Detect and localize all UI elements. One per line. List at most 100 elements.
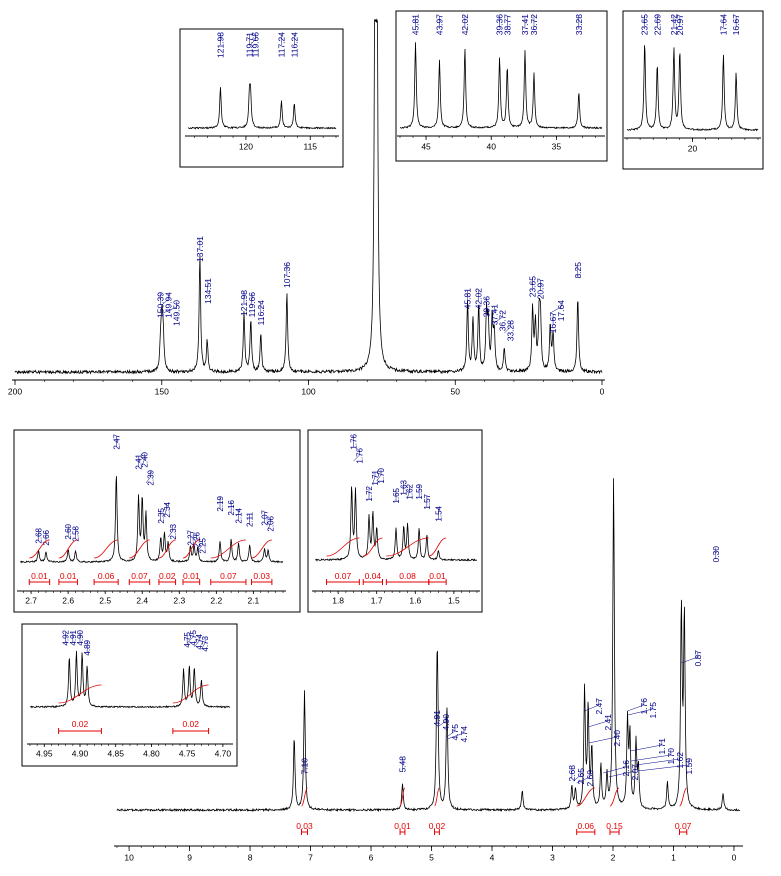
peak-label-leader bbox=[194, 636, 200, 648]
tick-label: 35 bbox=[552, 142, 562, 152]
peak-label: 2.68 bbox=[35, 527, 44, 543]
peak-label-leader bbox=[372, 472, 376, 484]
integral-value: 0.01 bbox=[31, 571, 48, 581]
peak-label-leader bbox=[206, 280, 209, 292]
tick-label: 2.7 bbox=[25, 596, 37, 606]
integral-curve bbox=[182, 539, 200, 559]
peak-label-leader bbox=[353, 450, 360, 462]
peak-label: 4.74 bbox=[195, 633, 204, 649]
peak-label: 2.07 bbox=[630, 764, 640, 781]
peak-label: 4.89 bbox=[83, 639, 92, 655]
peak-label: 4.75 bbox=[189, 629, 198, 645]
spectrum-trace bbox=[14, 18, 603, 375]
peak-label: 1.54 bbox=[434, 505, 443, 521]
integral-curve bbox=[434, 787, 440, 807]
peak-label: 2.39 bbox=[147, 469, 156, 485]
integral-value: 0.01 bbox=[429, 571, 446, 581]
integral-value: 0.01 bbox=[394, 821, 411, 831]
integral-curve bbox=[301, 787, 308, 807]
peak-label: 4.73 bbox=[201, 635, 210, 651]
peak-label: 2.41 bbox=[603, 714, 613, 731]
tick-label: 4.95 bbox=[36, 749, 53, 759]
peak-label: 2.06 bbox=[266, 515, 275, 531]
tick-label: 2 bbox=[611, 853, 616, 863]
peak-label: 149.94 bbox=[164, 292, 174, 318]
tick-label: 4.85 bbox=[107, 749, 124, 759]
peak-label: 1.70 bbox=[666, 748, 676, 765]
tick-label: 2.5 bbox=[99, 596, 111, 606]
integral-value: 0.15 bbox=[606, 821, 623, 831]
h1-main-spectrum: 10 9 8 7 6 5 4 3 2 1 07.10 5.484.91 4.904.75 4.742.68… bbox=[114, 478, 743, 863]
peak-label: 2.47 bbox=[112, 433, 121, 449]
peak-label-leader bbox=[163, 302, 177, 314]
integral-curve bbox=[363, 537, 383, 557]
peak-label: 2.26 bbox=[192, 531, 201, 547]
peak-label-leader bbox=[681, 652, 699, 664]
peak-label: 149.50 bbox=[172, 300, 182, 326]
peak-label-leader bbox=[608, 766, 636, 778]
peak-label: 1.70 bbox=[377, 467, 386, 483]
peak-label: 2.27 bbox=[186, 529, 195, 545]
integral-value: 0.07 bbox=[131, 571, 148, 581]
peak-label-leader bbox=[491, 306, 495, 318]
spectrum-trace bbox=[116, 478, 741, 813]
integral-value: 0.03 bbox=[253, 571, 270, 581]
integral-value: 0.07 bbox=[220, 571, 237, 581]
peak-label: 4.92 bbox=[62, 629, 71, 645]
peak-label-leader bbox=[630, 740, 663, 752]
peak-label-leader bbox=[447, 728, 465, 740]
peak-label-leader bbox=[201, 638, 206, 650]
c13-main-spectrum: 200 150 100 50 0150.39149.94149.50137.01134.… bbox=[8, 18, 605, 397]
peak-label: 2.34 bbox=[163, 501, 172, 517]
peak-label: 4.75 bbox=[450, 724, 460, 741]
peak-label-leader bbox=[186, 632, 194, 644]
peak-label: 17.64 bbox=[556, 300, 566, 322]
peak-label: 1.59 bbox=[684, 758, 694, 775]
tick-label: 0 bbox=[732, 853, 737, 863]
peak-label: 1.71 bbox=[657, 738, 667, 755]
peak-label: 2.07 bbox=[260, 509, 269, 525]
peak-label: 2.40 bbox=[612, 730, 622, 747]
integral-value: 0.04 bbox=[365, 571, 382, 581]
peak-label: 1.62 bbox=[406, 483, 415, 499]
peak-label: 1.76 bbox=[350, 433, 359, 449]
peak-label-leader bbox=[142, 454, 145, 466]
peak-label: 1.76 bbox=[639, 698, 649, 715]
tick-label: 1.8 bbox=[332, 596, 344, 606]
peak-label: 1.63 bbox=[400, 479, 409, 495]
tick-label: 0 bbox=[600, 387, 605, 397]
tick-label: 100 bbox=[301, 387, 315, 397]
h1-inset-1-7ppm: 1.8 1.7 1.6 1.5 1.761.76 1.721.711.70 1.651.63… bbox=[307, 429, 483, 613]
integral-value: 0.02 bbox=[182, 719, 199, 729]
peak-label: 2.66 bbox=[42, 529, 51, 545]
peak-label: 2.33 bbox=[169, 523, 178, 539]
peak-label: 134.51 bbox=[203, 278, 213, 304]
integral-value: 0.01 bbox=[60, 571, 77, 581]
integral-curve bbox=[58, 684, 102, 704]
integral-curve bbox=[58, 539, 78, 559]
tick-label: 4.80 bbox=[143, 749, 160, 759]
peak-label-leader bbox=[504, 322, 511, 334]
peak-label: 1.57 bbox=[423, 493, 432, 509]
peak-label: 119.66 bbox=[247, 292, 257, 318]
inset-frame bbox=[395, 10, 608, 162]
tick-label: 150 bbox=[155, 387, 169, 397]
peak-label-leader bbox=[588, 732, 618, 744]
integral-curve bbox=[428, 537, 447, 557]
integral-value: 0.06 bbox=[577, 821, 594, 831]
integral-value: 0.03 bbox=[296, 821, 313, 831]
integral-curve bbox=[386, 537, 429, 557]
peak-label: 33.28 bbox=[506, 320, 516, 342]
integral-curve bbox=[94, 539, 119, 559]
integral-value: 0.07 bbox=[675, 821, 692, 831]
peak-label: 4.90 bbox=[441, 714, 451, 731]
h1-inset-olefinic: 4.95 4.90 4.85 4.80 4.75 4.704.924.914.904.89… bbox=[21, 623, 238, 767]
peak-label: 37.41 bbox=[490, 304, 500, 326]
integral-curve bbox=[172, 684, 209, 704]
peak-label-leader bbox=[573, 770, 582, 782]
integral-value: 0.02 bbox=[72, 719, 89, 729]
peak-label: 2.19 bbox=[216, 495, 225, 511]
integral-value: 0.07 bbox=[335, 571, 352, 581]
tick-label: 2.4 bbox=[136, 596, 148, 606]
